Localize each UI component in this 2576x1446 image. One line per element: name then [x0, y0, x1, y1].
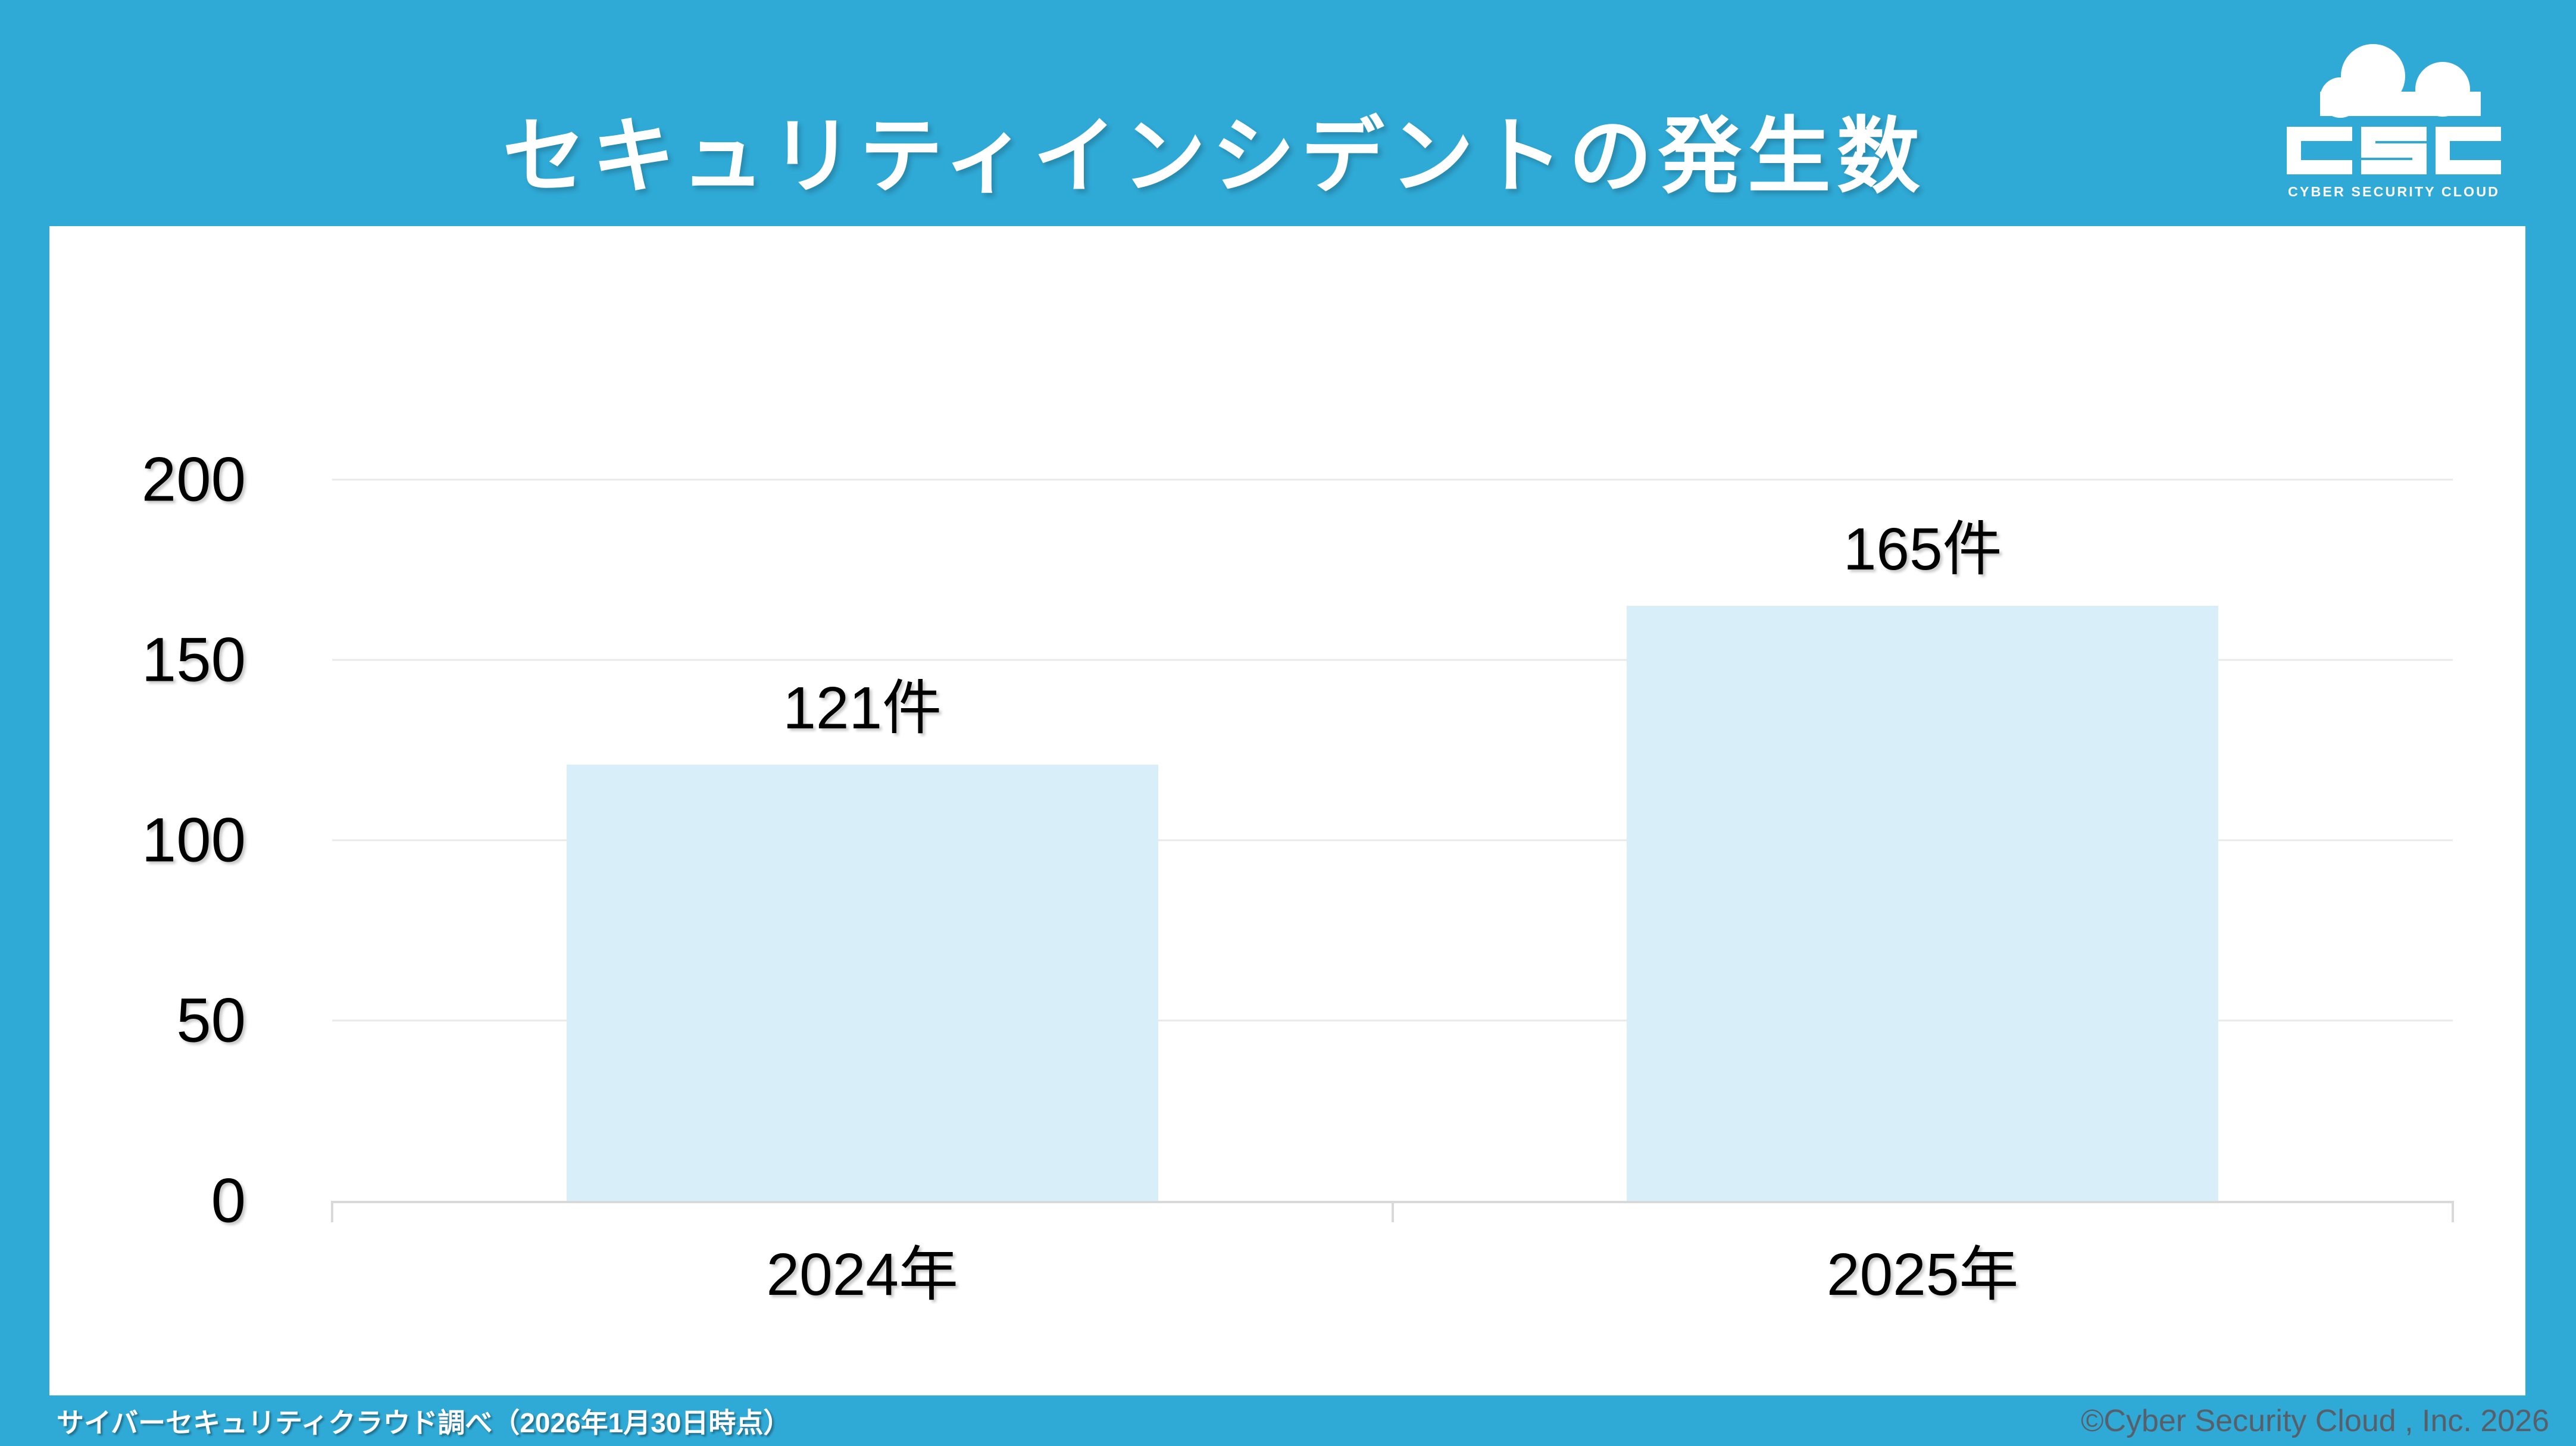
value-label: 165件	[1843, 516, 2002, 583]
axis-tick	[1391, 1201, 1394, 1222]
bar-slot: 121件	[332, 480, 1393, 1201]
csc-logo-graphic: CYBER SECURITY CLOUD	[2287, 44, 2501, 199]
gridline	[332, 659, 2453, 661]
footer: サイバーセキュリティクラウド調べ（2026年1月30日時点） ©Cyber Se…	[0, 1395, 2576, 1446]
bar-2024年	[566, 764, 1158, 1201]
csc-logo: CYBER SECURITY CLOUD CSC	[2281, 35, 2507, 207]
y-tick-label: 200	[141, 445, 246, 515]
copyright: ©Cyber Security Cloud , Inc. 2026	[2081, 1403, 2549, 1438]
source-note: サイバーセキュリティクラウド調べ（2026年1月30日時点）	[57, 1407, 791, 1438]
csc-letters-icon	[2287, 127, 2501, 174]
bar-slot: 165件	[1393, 480, 2453, 1201]
value-label: 121件	[783, 674, 942, 741]
y-tick-label: 100	[141, 805, 246, 875]
chart-panel: 0 50 100 150 200 121件 165件 2024年 2025年	[49, 226, 2525, 1395]
gridline	[332, 839, 2453, 841]
x-tick-label: 2025年	[1827, 1241, 2019, 1308]
logo-tagline: CYBER SECURITY CLOUD	[2288, 184, 2500, 199]
y-tick-label: 150	[141, 625, 246, 695]
y-tick-label: 50	[176, 985, 246, 1056]
x-axis-labels: 2024年 2025年	[332, 1236, 2453, 1313]
bar-2025年	[1627, 606, 2219, 1201]
axis-tick	[2452, 1201, 2454, 1222]
y-tick-label: 0	[211, 1166, 246, 1236]
plot-area: 121件 165件	[331, 478, 2454, 1222]
axis-tick	[331, 1201, 333, 1222]
cloud-icon	[2320, 44, 2481, 118]
x-tick-label: 2024年	[766, 1241, 958, 1308]
gridline	[332, 478, 2453, 481]
page-title: セキュリティインシデントの発生数	[502, 109, 1926, 203]
gridline	[332, 1019, 2453, 1022]
y-axis-labels: 0 50 100 150 200	[49, 449, 246, 1232]
